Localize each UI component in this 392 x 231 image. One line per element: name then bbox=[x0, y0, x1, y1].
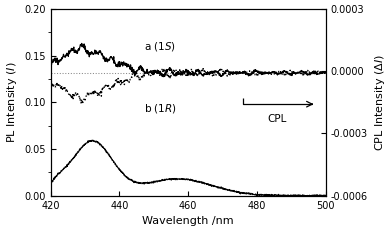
Y-axis label: CPL Intensity ($\Delta I$): CPL Intensity ($\Delta I$) bbox=[373, 54, 387, 151]
Text: CPL: CPL bbox=[268, 113, 287, 124]
Y-axis label: PL Intensity ($I$): PL Intensity ($I$) bbox=[5, 62, 19, 143]
X-axis label: Wavelength /nm: Wavelength /nm bbox=[142, 216, 234, 226]
Text: a (1$S$): a (1$S$) bbox=[143, 40, 176, 53]
Text: b (1$R$): b (1$R$) bbox=[143, 102, 176, 115]
